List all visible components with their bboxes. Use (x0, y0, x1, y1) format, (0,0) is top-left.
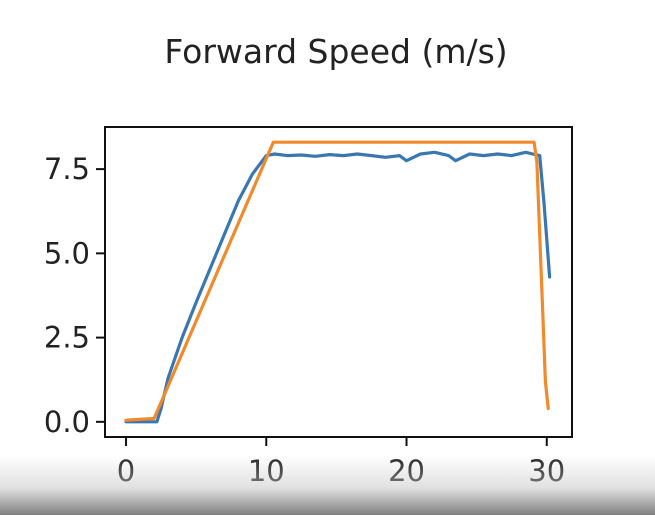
y-tick-label: 7.5 (44, 152, 90, 186)
x-tick-label: 0 (117, 454, 135, 488)
x-tick-label: 20 (388, 454, 425, 488)
chart-title: Forward Speed (m/s) (164, 32, 507, 71)
y-tick-label: 0.0 (44, 405, 90, 439)
series-line-2 (124, 140, 550, 422)
y-tick-label: 5.0 (44, 236, 90, 270)
plot-frame (104, 126, 573, 438)
y-axis: 0.0 2.5 5.0 7.5 (44, 152, 105, 439)
series-layer (124, 140, 552, 424)
x-tick-label: 30 (528, 454, 565, 488)
x-tick-label: 10 (248, 454, 285, 488)
series-line-1 (124, 150, 552, 424)
x-axis: 0 10 20 30 (117, 437, 565, 488)
y-tick-label: 2.5 (44, 321, 90, 355)
